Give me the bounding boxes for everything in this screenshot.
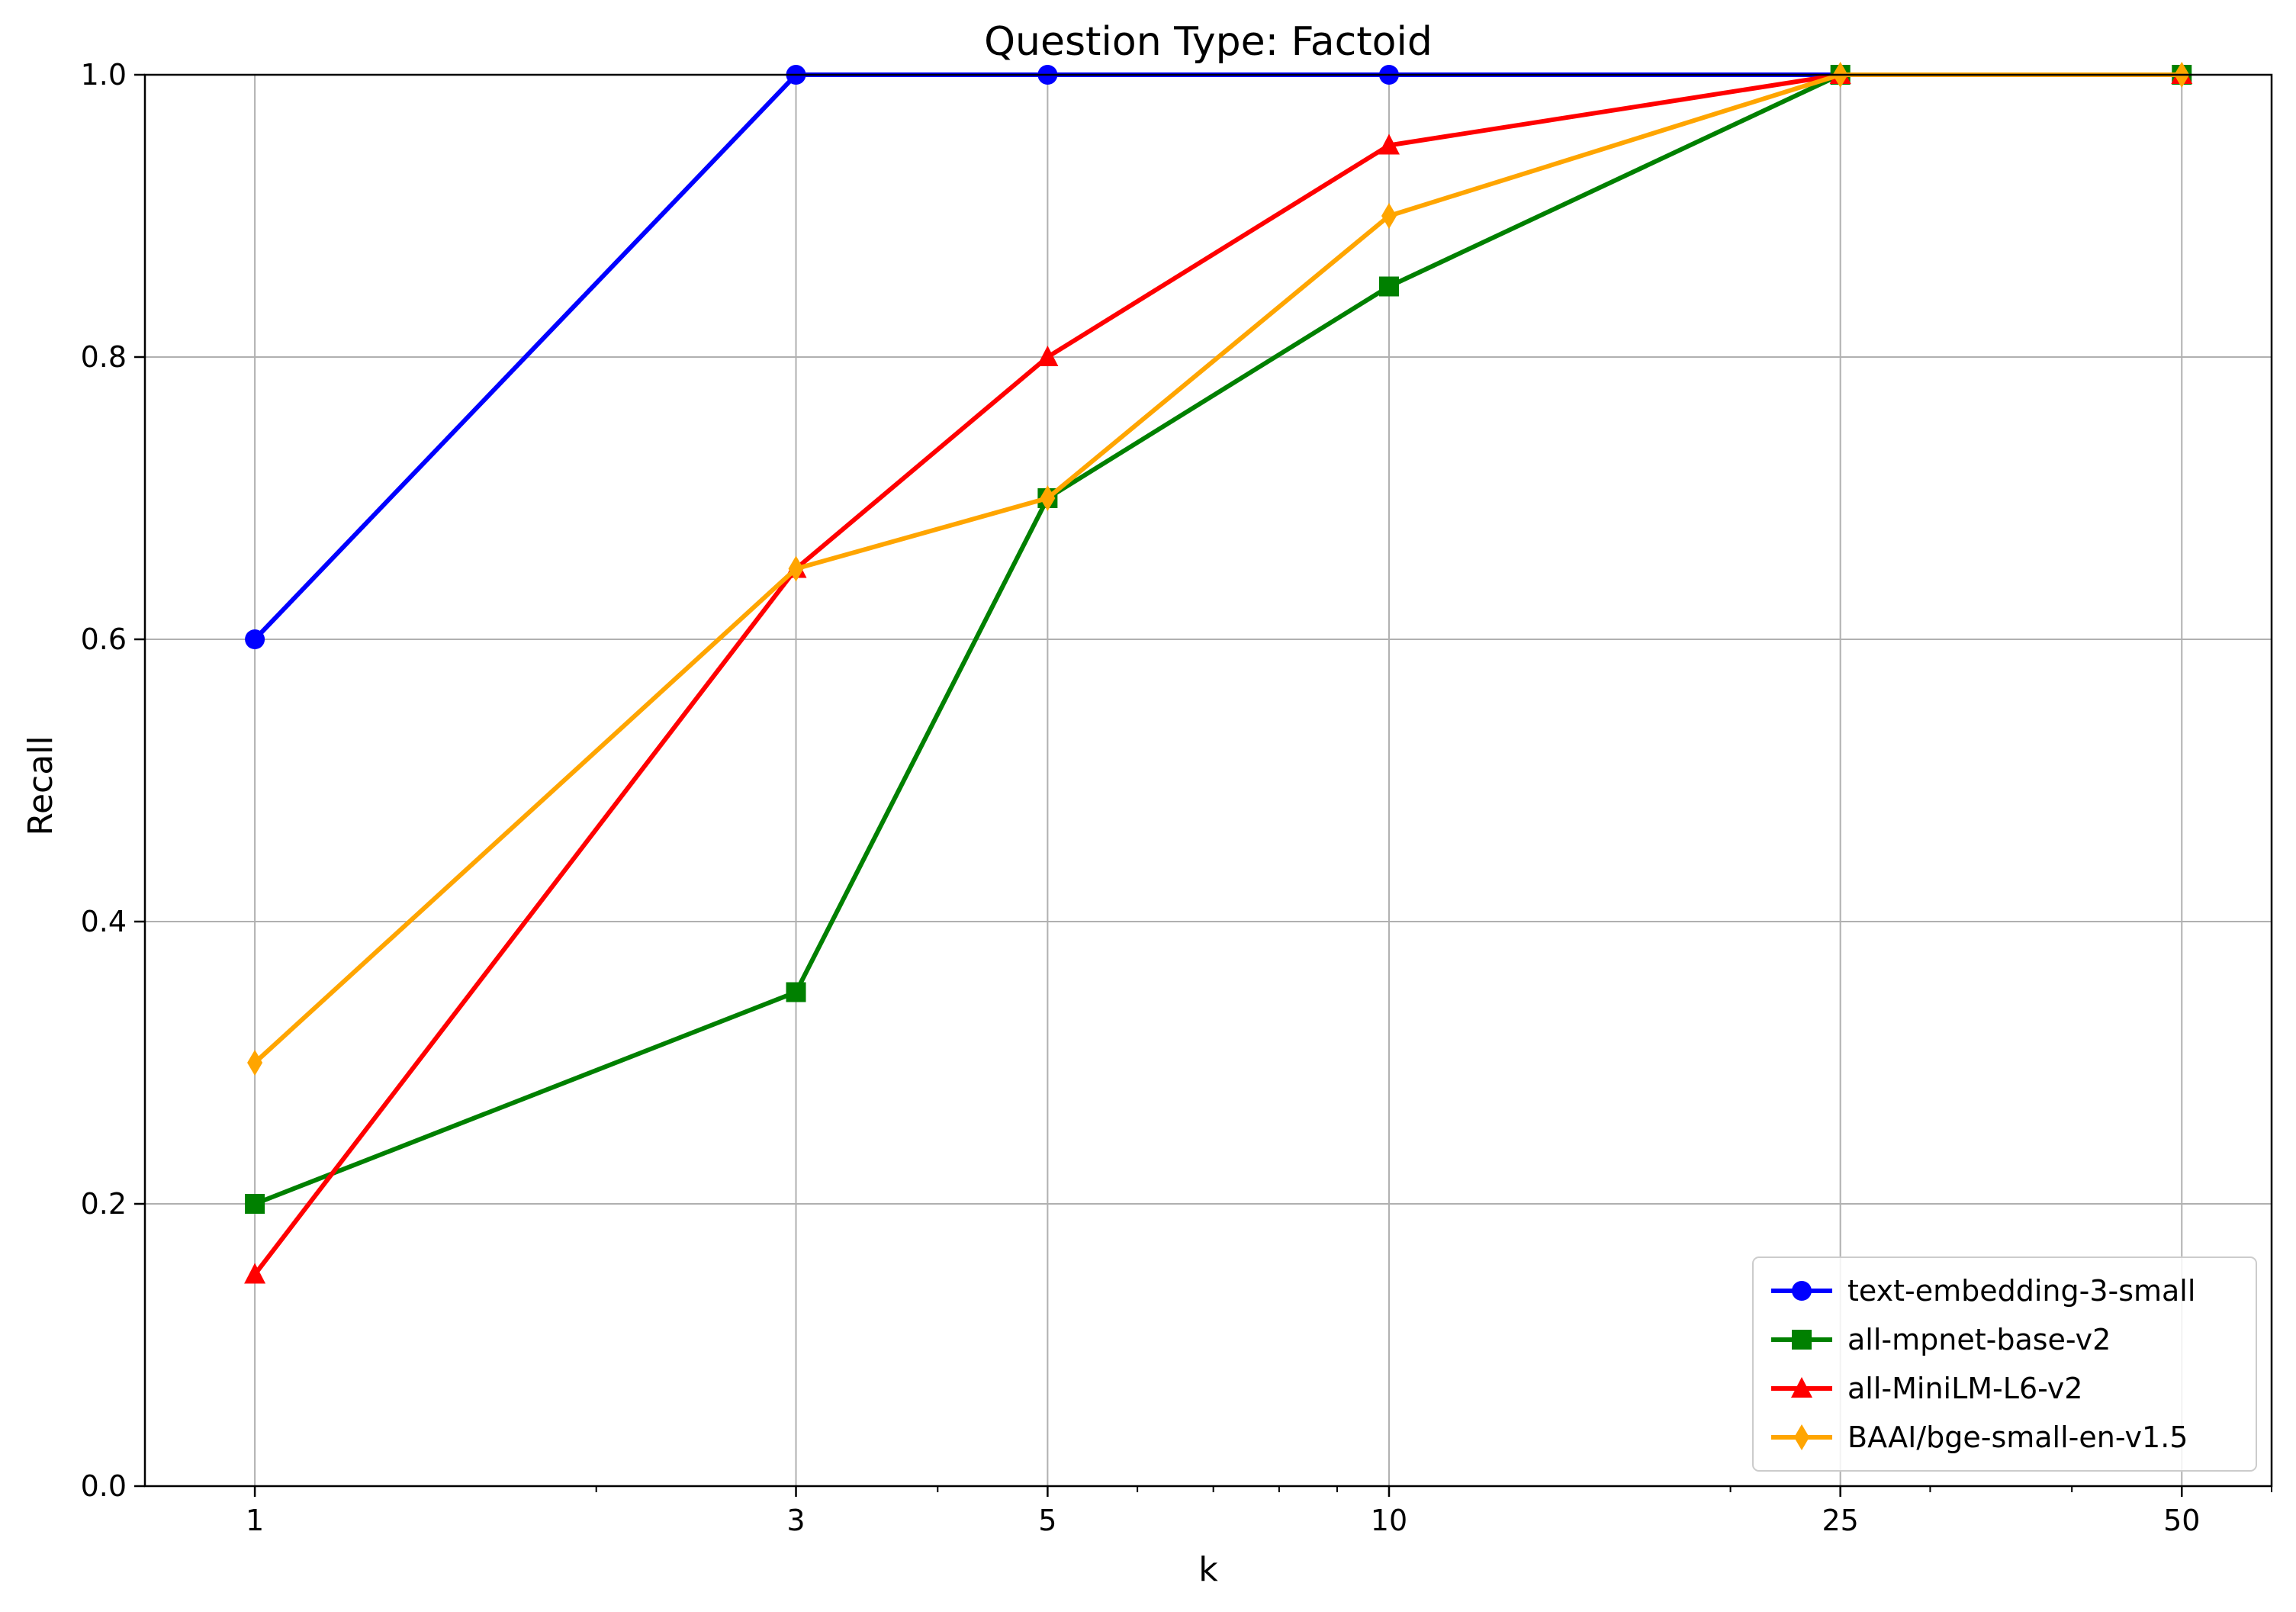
minor-ticks bbox=[595, 1486, 2272, 1492]
grid-lines bbox=[145, 74, 2272, 1487]
x-axis-label: k bbox=[1198, 1550, 1218, 1589]
data-point bbox=[788, 555, 804, 582]
legend-label: all-mpnet-base-v2 bbox=[1847, 1323, 2111, 1356]
legend-marker bbox=[1791, 1377, 1812, 1398]
chart-title: Question Type: Factoid bbox=[984, 19, 1433, 65]
y-axis-label: Recall bbox=[21, 735, 60, 835]
y-tick-label: 0.6 bbox=[81, 623, 127, 656]
legend-label: text-embedding-3-small bbox=[1847, 1274, 2195, 1308]
data-point bbox=[1378, 276, 1399, 297]
legend-item: text-embedding-3-small bbox=[1771, 1274, 2195, 1308]
data-point bbox=[786, 982, 806, 1002]
y-axis-ticks: 0.0 0.2 0.4 0.6 0.8 1.0 bbox=[81, 58, 145, 1503]
data-point bbox=[1378, 134, 1400, 155]
legend-item: all-MiniLM-L6-v2 bbox=[1771, 1372, 2082, 1405]
x-tick-label: 5 bbox=[1038, 1504, 1056, 1537]
data-point bbox=[1381, 203, 1397, 229]
legend-marker bbox=[1792, 1330, 1812, 1350]
y-tick-label: 0.8 bbox=[81, 340, 127, 374]
data-point bbox=[1037, 346, 1059, 366]
x-tick-label: 1 bbox=[246, 1504, 264, 1537]
x-tick-label: 10 bbox=[1371, 1504, 1407, 1537]
data-point bbox=[244, 1263, 266, 1284]
x-tick-label: 3 bbox=[786, 1504, 805, 1537]
data-point bbox=[245, 629, 265, 649]
y-tick-label: 0.2 bbox=[81, 1187, 127, 1221]
y-tick-label: 0.0 bbox=[81, 1469, 127, 1503]
legend: text-embedding-3-small all-mpnet-base-v2 a… bbox=[1752, 1256, 2257, 1472]
legend-box bbox=[1752, 1256, 2257, 1472]
legend-item: all-mpnet-base-v2 bbox=[1771, 1323, 2111, 1356]
legend-marker bbox=[1792, 1281, 1812, 1301]
y-tick-label: 0.4 bbox=[81, 905, 127, 938]
plot-frame bbox=[143, 73, 2273, 1488]
legend-marker bbox=[1794, 1424, 1809, 1450]
data-point bbox=[247, 1050, 263, 1076]
x-tick-label: 25 bbox=[1822, 1504, 1858, 1537]
x-axis-ticks: 1 3 5 10 25 50 bbox=[246, 1486, 2200, 1537]
x-tick-label: 50 bbox=[2163, 1504, 2200, 1537]
data-point bbox=[1040, 485, 1056, 511]
legend-label: all-MiniLM-L6-v2 bbox=[1847, 1372, 2082, 1405]
legend-item: BAAI/bge-small-en-v1.5 bbox=[1771, 1421, 2188, 1454]
y-tick-label: 1.0 bbox=[81, 58, 127, 92]
legend-label: BAAI/bge-small-en-v1.5 bbox=[1847, 1421, 2188, 1454]
data-point bbox=[245, 1194, 265, 1214]
